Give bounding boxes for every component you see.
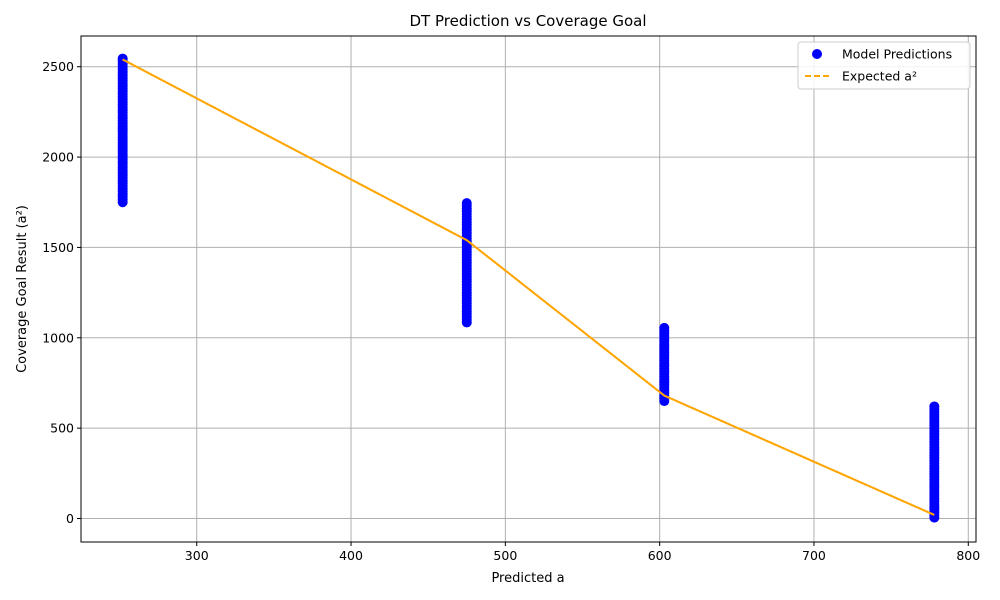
legend-label-model-predictions: Model Predictions: [842, 47, 952, 62]
y-axis-ticks: 0 500 1000 1500 2000 2500: [42, 59, 81, 526]
y-tick-label: 500: [50, 421, 74, 436]
x-tick-label: 800: [956, 548, 980, 563]
y-axis-label: Coverage Goal Result (a²): [15, 205, 30, 373]
y-tick-label: 2000: [42, 150, 74, 165]
legend-marker-model-predictions: [812, 49, 822, 59]
expected-line-layer: [122, 58, 935, 516]
y-tick-label: 0: [66, 511, 74, 526]
y-tick-label: 1000: [42, 330, 74, 345]
plot-area-frame: [80, 35, 977, 543]
expected-line: [122, 58, 935, 516]
x-tick-label: 700: [802, 548, 826, 563]
chart-title: DT Prediction vs Coverage Goal: [409, 12, 646, 30]
x-tick-label: 400: [339, 548, 363, 563]
legend-label-expected: Expected a²: [842, 69, 917, 84]
expected-line-overlap: [122, 58, 935, 516]
x-tick-label: 600: [648, 548, 672, 563]
legend: Model Predictions Expected a²: [797, 41, 971, 90]
model-predictions-points: [117, 53, 940, 523]
legend-box: [797, 41, 971, 90]
x-tick-label: 500: [493, 548, 517, 563]
model-prediction-point: [461, 198, 472, 209]
y-tick-label: 1500: [42, 240, 74, 255]
x-axis-ticks: 300 400 500 600 700 800: [185, 542, 980, 563]
model-prediction-point: [929, 401, 940, 412]
x-tick-label: 300: [185, 548, 209, 563]
y-tick-label: 2500: [42, 59, 74, 74]
grid-lines: [81, 36, 976, 542]
model-prediction-point: [659, 322, 670, 333]
x-axis-label: Predicted a: [491, 571, 564, 586]
